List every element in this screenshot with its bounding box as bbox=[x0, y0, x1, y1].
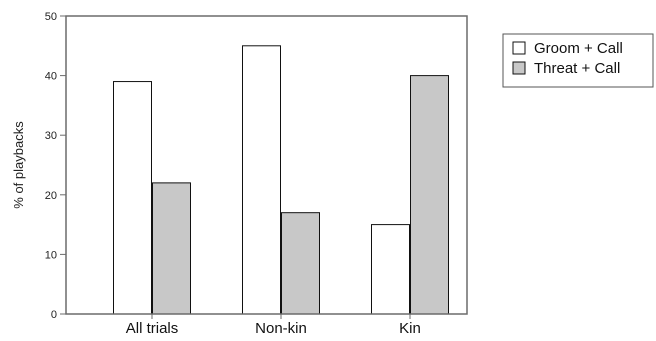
y-tick-label: 40 bbox=[45, 71, 57, 83]
bar-groom-call bbox=[113, 81, 152, 315]
x-tick-label: All trials bbox=[126, 320, 179, 337]
y-tick-label: 0 bbox=[51, 309, 57, 321]
y-ticks: 0 10 20 30 40 50 bbox=[45, 11, 66, 321]
x-tick-label: Kin bbox=[399, 320, 421, 337]
y-tick-label: 10 bbox=[45, 249, 57, 261]
y-axis-label: % of playbacks bbox=[11, 121, 26, 209]
y-tick-label: 30 bbox=[45, 130, 57, 142]
legend-frame bbox=[502, 33, 654, 88]
legend: Groom + Call Threat + Call bbox=[502, 33, 654, 88]
bar-threat-call bbox=[152, 182, 191, 315]
bar-groom-call bbox=[242, 45, 281, 315]
x-tick-label: Non-kin bbox=[255, 320, 307, 337]
legend-label: Threat + Call bbox=[534, 60, 620, 77]
y-tick-label: 50 bbox=[45, 11, 57, 23]
legend-swatch bbox=[512, 41, 526, 55]
legend-label: Groom + Call bbox=[534, 40, 623, 57]
x-ticks: All trials Non-kin Kin bbox=[126, 314, 421, 337]
bar-threat-call bbox=[410, 75, 449, 315]
bars bbox=[113, 45, 449, 315]
plot-frame bbox=[65, 15, 468, 315]
bar-threat-call bbox=[281, 212, 320, 315]
bar-groom-call bbox=[371, 224, 410, 315]
legend-swatch bbox=[512, 61, 526, 75]
y-axis-label-group: % of playbacks bbox=[11, 121, 26, 209]
legend-items: Groom + Call Threat + Call bbox=[512, 40, 623, 77]
y-tick-label: 20 bbox=[45, 190, 57, 202]
